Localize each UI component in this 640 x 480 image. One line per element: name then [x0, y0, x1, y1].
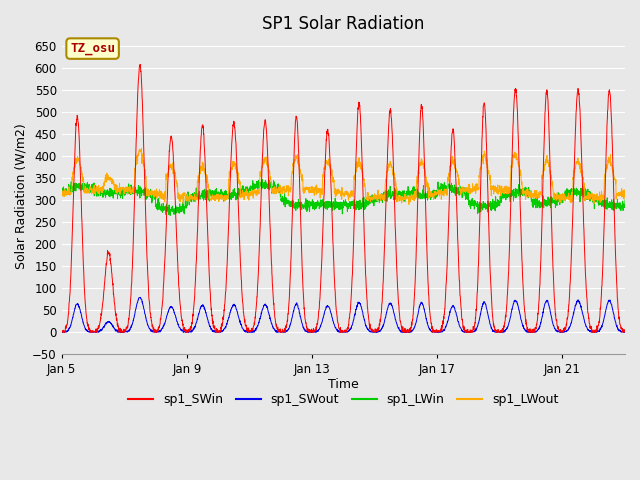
- Y-axis label: Solar Radiation (W/m2): Solar Radiation (W/m2): [15, 123, 28, 269]
- Text: TZ_osu: TZ_osu: [70, 42, 115, 55]
- X-axis label: Time: Time: [328, 378, 358, 391]
- Legend: sp1_SWin, sp1_SWout, sp1_LWin, sp1_LWout: sp1_SWin, sp1_SWout, sp1_LWin, sp1_LWout: [124, 388, 563, 411]
- Title: SP1 Solar Radiation: SP1 Solar Radiation: [262, 15, 424, 33]
